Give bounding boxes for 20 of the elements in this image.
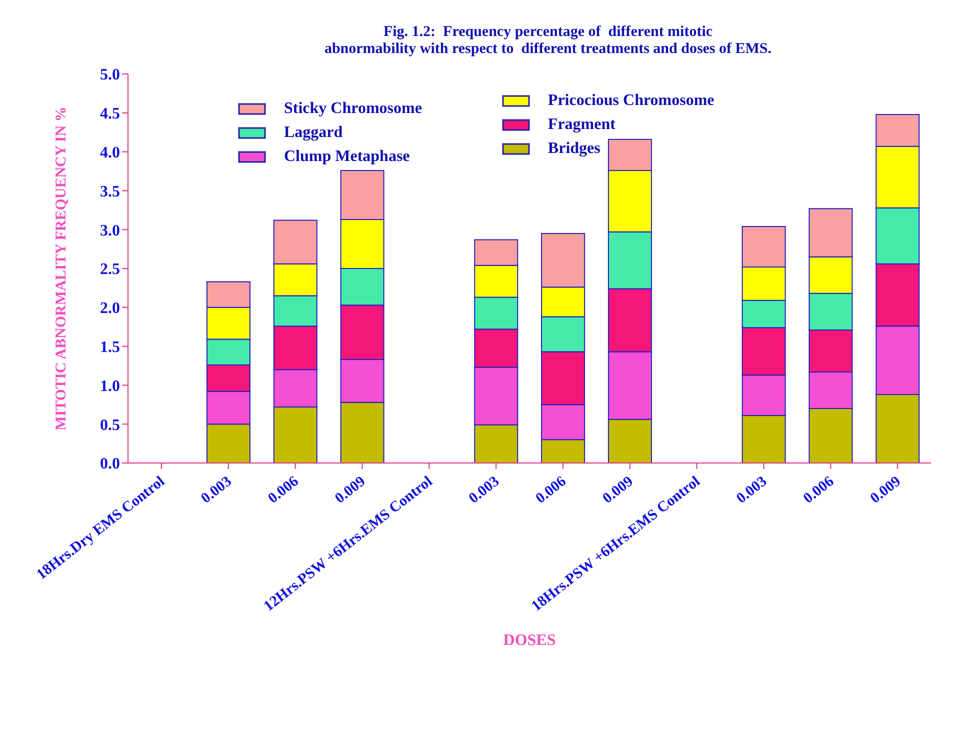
y-tick-label: 5.0	[100, 66, 120, 84]
y-tick-label: 1.0	[100, 378, 120, 395]
legend-label: Bridges	[548, 140, 600, 158]
y-tick-label: 0.0	[100, 456, 120, 473]
y-tick-label: 1.5	[100, 338, 120, 356]
legend-label: Laggard	[284, 124, 343, 142]
y-tick-label: 4.0	[100, 144, 120, 162]
y-tick-label: 0.5	[100, 416, 120, 434]
y-tick-label: 2.5	[100, 261, 120, 278]
chart-title: Fig. 1.2: Frequency percentage of different mitotic abnormability with respect to different treatments and doses of EMS.	[323, 24, 773, 58]
legend-label: Sticky Chromosome	[284, 100, 422, 118]
y-tick-label: 4.5	[100, 106, 120, 123]
y-tick-label: 2.0	[100, 300, 120, 318]
x-axis-title: DOSES	[503, 632, 556, 649]
legend-label: Pricocious Chromosome	[548, 92, 714, 110]
y-tick-label: 3.5	[100, 183, 120, 200]
legend-label: Clump Metaphase	[284, 148, 410, 166]
legend-label: Fragment	[548, 116, 616, 134]
y-tick-label: 3.0	[100, 222, 120, 240]
y-axis-title: MITOTIC ABNORMALITY FREQUENCY IN %	[53, 106, 70, 430]
